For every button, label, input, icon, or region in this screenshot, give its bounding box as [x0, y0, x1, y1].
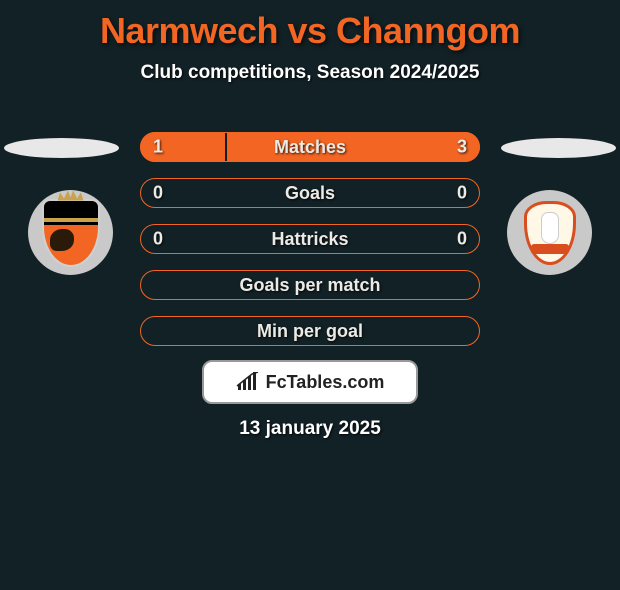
team-badge-left [28, 190, 113, 275]
stat-fill-right [227, 132, 481, 162]
stat-label: Hattricks [271, 229, 348, 250]
stat-value-right: 0 [457, 183, 467, 204]
stat-label: Matches [274, 137, 346, 158]
stat-value-left: 0 [153, 229, 163, 250]
shield-icon [42, 199, 100, 267]
stat-value-left: 1 [153, 137, 163, 158]
stat-row-min-per-goal: Min per goal [140, 316, 480, 346]
page-subtitle: Club competitions, Season 2024/2025 [0, 62, 620, 84]
brand-text: FcTables.com [266, 372, 385, 393]
stat-value-right: 0 [457, 229, 467, 250]
stat-row-goals: 0 Goals 0 [140, 178, 480, 208]
stat-value-left: 0 [153, 183, 163, 204]
page-title: Narmwech vs Channgom [0, 10, 620, 52]
stat-label: Goals [285, 183, 335, 204]
stat-row-matches: 1 Matches 3 [140, 132, 480, 162]
bar-chart-icon [236, 372, 260, 392]
stat-label: Goals per match [239, 275, 380, 296]
brand-box: FcTables.com [202, 360, 418, 404]
team-badge-right [507, 190, 592, 275]
footer-date: 13 january 2025 [0, 418, 620, 440]
stats-container: 1 Matches 3 0 Goals 0 0 Hattricks 0 Goal… [140, 132, 480, 362]
player-photo-placeholder-right [501, 138, 616, 158]
stat-row-goals-per-match: Goals per match [140, 270, 480, 300]
stat-row-hattricks: 0 Hattricks 0 [140, 224, 480, 254]
stat-value-right: 3 [457, 137, 467, 158]
player-photo-placeholder-left [4, 138, 119, 158]
shield-icon [524, 201, 576, 265]
stat-label: Min per goal [257, 321, 363, 342]
